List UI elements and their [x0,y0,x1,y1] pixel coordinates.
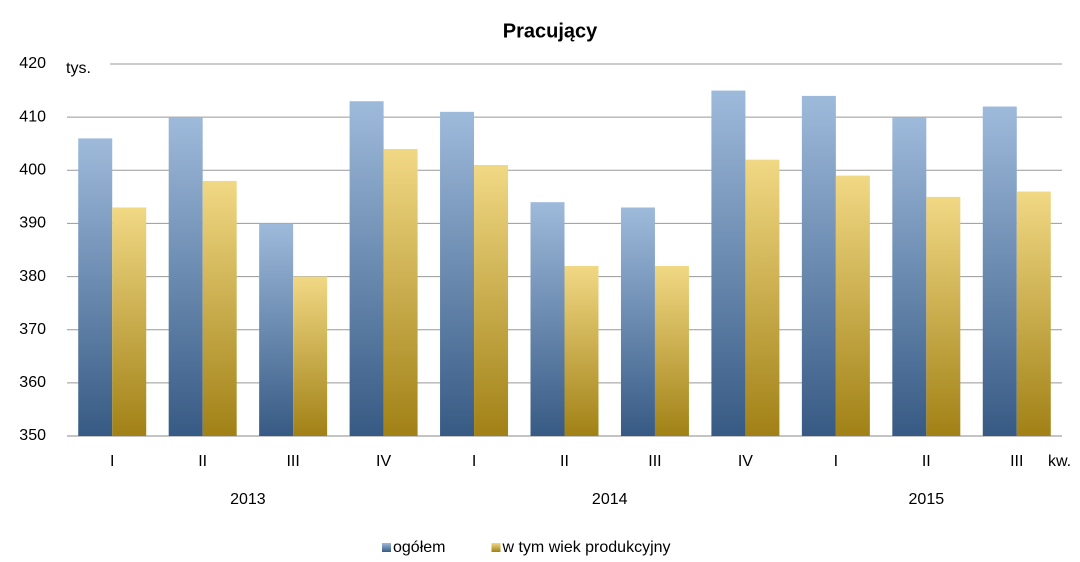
bar [711,90,746,437]
x-tick-label: III [286,453,299,470]
bar [349,101,384,436]
bar [383,149,418,436]
y-unit: tys. [66,60,91,77]
x-tick-label: II [922,453,931,470]
x-tick-label: I [472,453,476,470]
bar [926,196,961,436]
x-tick-label: III [648,453,661,470]
legend-label: w tym wiek produkcyjny [501,539,670,556]
group-label: 2015 [909,491,945,508]
bar [620,207,655,436]
bar [78,138,113,436]
y-tick-label: 350 [19,427,46,444]
y-tick-label: 410 [19,108,46,125]
x-tick-label: IV [738,453,753,470]
bar [745,159,780,436]
bar [202,180,237,436]
y-tick-label: 370 [19,321,46,338]
x-tick-label: III [1010,453,1023,470]
bar [835,175,870,436]
x-tick-label: II [560,453,569,470]
bar [440,111,475,436]
bar [112,207,147,436]
bar [654,265,689,436]
bar [530,202,565,436]
legend-swatch [491,543,501,552]
y-tick-label: 400 [19,162,46,179]
group-label: 2014 [592,491,628,508]
bar [474,164,509,436]
y-tick-label: 380 [19,268,46,285]
x-tick-label: I [110,453,114,470]
chart-title: Pracujący [503,20,598,42]
bar [892,117,927,437]
bar [1016,191,1051,436]
bar [801,95,836,436]
x-tick-label: IV [376,453,391,470]
legend-label: ogółem [393,539,445,556]
y-tick-label: 360 [19,374,46,391]
x-unit: kw. [1048,453,1071,470]
x-tick-label: II [198,453,207,470]
bar [168,117,203,437]
bar [564,265,599,436]
x-tick-label: I [834,453,838,470]
bar [982,106,1017,436]
y-tick-label: 420 [19,55,46,72]
legend-swatch [382,543,391,552]
bar [259,223,294,436]
y-tick-label: 390 [19,215,46,232]
group-label: 2013 [230,491,266,508]
bar [293,276,328,436]
